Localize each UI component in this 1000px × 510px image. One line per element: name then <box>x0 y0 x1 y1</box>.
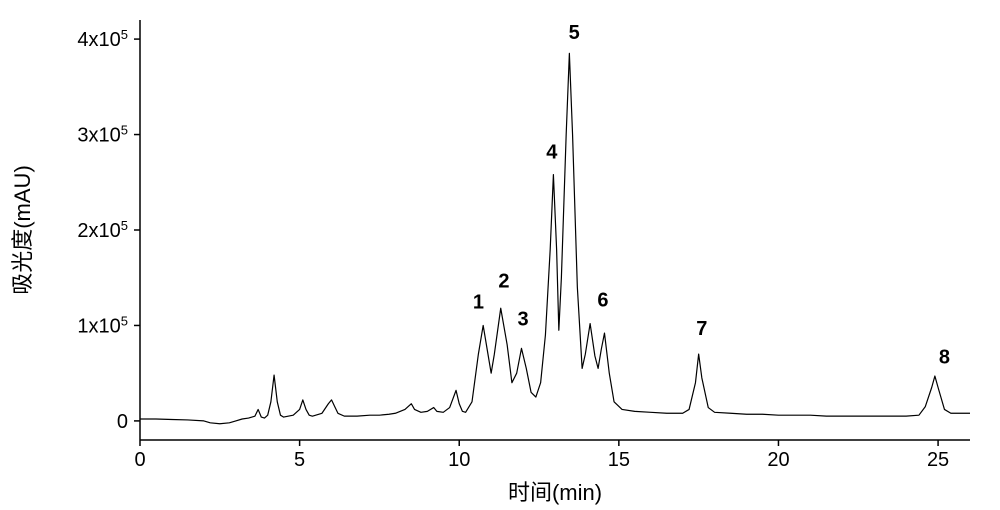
svg-text:8: 8 <box>939 347 950 369</box>
svg-text:6: 6 <box>597 289 608 311</box>
svg-text:15: 15 <box>608 449 630 471</box>
svg-text:20: 20 <box>767 449 789 471</box>
svg-text:5: 5 <box>294 449 305 471</box>
svg-text:吸光度(mAU): 吸光度(mAU) <box>10 165 35 295</box>
svg-text:0: 0 <box>134 449 145 471</box>
svg-text:2: 2 <box>498 270 509 292</box>
svg-text:1: 1 <box>473 291 484 313</box>
svg-text:4x105: 4x105 <box>77 27 128 52</box>
svg-text:4: 4 <box>546 141 558 163</box>
svg-text:10: 10 <box>448 449 470 471</box>
svg-text:1x105: 1x105 <box>77 313 128 338</box>
svg-text:2x105: 2x105 <box>77 218 128 243</box>
svg-text:3: 3 <box>518 308 529 330</box>
svg-text:时间(min): 时间(min) <box>508 480 602 505</box>
svg-text:0: 0 <box>117 411 128 433</box>
svg-text:5: 5 <box>569 22 580 44</box>
svg-text:3x105: 3x105 <box>77 122 128 147</box>
svg-text:7: 7 <box>696 318 707 340</box>
chromatogram-chart: 0510152025时间(min)01x1052x1053x1054x105吸光… <box>0 0 1000 510</box>
chart-svg: 0510152025时间(min)01x1052x1053x1054x105吸光… <box>0 0 1000 510</box>
svg-text:25: 25 <box>927 449 949 471</box>
